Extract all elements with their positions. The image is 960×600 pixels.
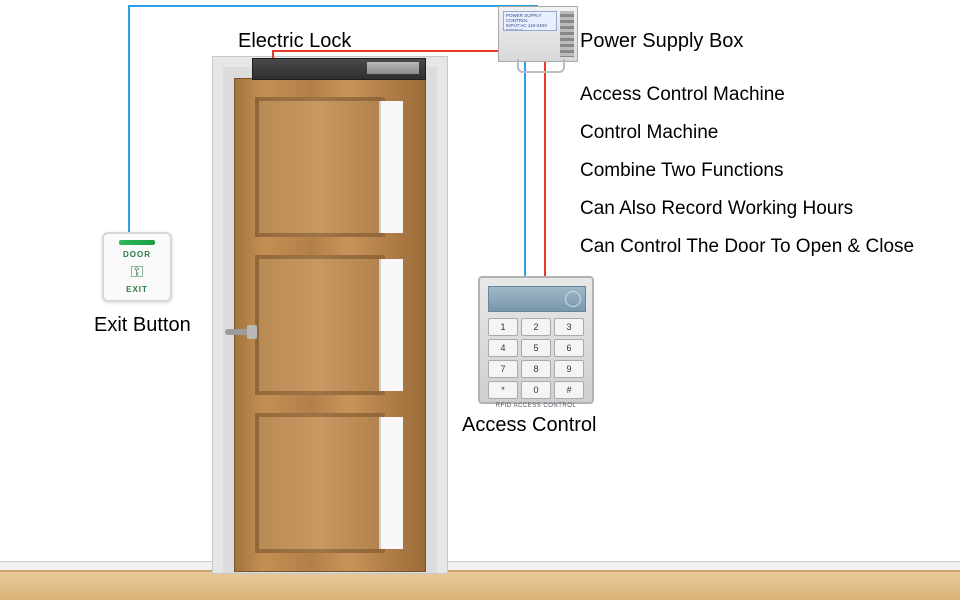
psu-terminals — [560, 11, 574, 57]
door-handle — [225, 329, 253, 335]
label-electric-lock: Electric Lock — [238, 30, 351, 53]
psu-panel-title: POWER SUPPLY CONTROL — [506, 13, 554, 23]
keypad-keys: 123 456 789 *0# — [488, 318, 584, 399]
floor — [0, 570, 960, 600]
label-access-control: Access Control — [462, 414, 597, 437]
exit-text-top: DOOR — [104, 250, 170, 259]
label-power-supply: Power Supply Box — [580, 30, 743, 53]
keypad-key: # — [554, 381, 584, 399]
door-panel — [255, 413, 385, 553]
keypad-key: 8 — [521, 360, 551, 378]
label-exit-button: Exit Button — [94, 314, 191, 337]
electric-lock — [252, 58, 426, 80]
feature-line: Control Machine — [580, 122, 718, 144]
keypad-key: * — [488, 381, 518, 399]
keypad-footer: RFID ACCESS CONTROL — [488, 403, 584, 409]
keypad-key: 4 — [488, 339, 518, 357]
keypad-screen — [488, 286, 586, 312]
keypad-key: 1 — [488, 318, 518, 336]
power-supply-box: POWER SUPPLY CONTROL INPUT AC 110-240V 5… — [498, 6, 578, 62]
exit-button-device: DOOR ⚿ EXIT — [102, 232, 172, 302]
psu-panel: POWER SUPPLY CONTROL INPUT AC 110-240V 5… — [503, 11, 557, 31]
keypad-key: 0 — [521, 381, 551, 399]
feature-line: Can Control The Door To Open & Close — [580, 236, 914, 258]
wire-blue — [128, 5, 130, 233]
door-panel — [255, 255, 385, 395]
keypad-key: 3 — [554, 318, 584, 336]
keypad-key: 7 — [488, 360, 518, 378]
door — [234, 78, 426, 572]
exit-text-bottom: EXIT — [104, 285, 170, 294]
access-control-keypad: 123456789*0# RFID ACCESS CONTROL — [478, 276, 594, 404]
feature-line: Can Also Record Working Hours — [580, 198, 853, 220]
wire-blue — [128, 5, 538, 7]
wire-red — [544, 50, 546, 278]
exit-led — [119, 240, 155, 245]
psu-bracket — [517, 59, 565, 73]
keypad-key: 6 — [554, 339, 584, 357]
wire-blue — [524, 62, 526, 278]
keypad-key: 9 — [554, 360, 584, 378]
keypad-key: 5 — [521, 339, 551, 357]
feature-line: Access Control Machine — [580, 84, 785, 106]
key-icon: ⚿ — [131, 264, 143, 282]
feature-line: Combine Two Functions — [580, 160, 783, 182]
psu-panel-line2: INPUT AC 110-240V 50/60Hz — [506, 23, 554, 31]
diagram-canvas: POWER SUPPLY CONTROL INPUT AC 110-240V 5… — [0, 0, 960, 600]
keypad-key: 2 — [521, 318, 551, 336]
door-panel — [255, 97, 385, 237]
